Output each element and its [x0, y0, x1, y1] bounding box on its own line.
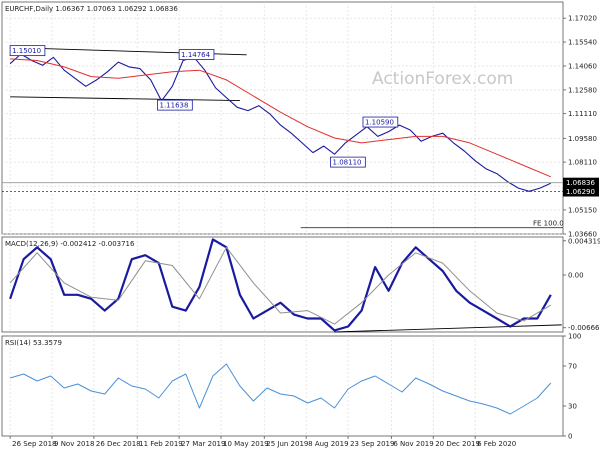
- macd-ytick-label: 0.00: [568, 272, 584, 280]
- annotation-box: [362, 116, 399, 128]
- macd-ytick-label: 0.004319: [568, 237, 600, 245]
- x-tick-label: 6 Feb 2020: [477, 440, 516, 448]
- price-ytick-label: 1.03660: [568, 231, 597, 239]
- price-ytick-label: 1.09580: [568, 135, 597, 143]
- annotation-label: 1.14764: [181, 51, 210, 59]
- fe-label: FE 100.0: [533, 220, 564, 228]
- x-tick-label: 23 Sep 2019: [350, 440, 394, 448]
- price-ytick-label: 1.15540: [568, 39, 597, 47]
- rsi-ytick-label: 30: [568, 403, 577, 411]
- rsi-ytick-label: 70: [568, 363, 577, 371]
- rsi-header: RSI(14) 53.3579: [5, 339, 62, 347]
- price-ytick-label: 1.11110: [568, 110, 597, 118]
- macd-series-signal: [9, 246, 552, 325]
- annotation-box: [9, 45, 46, 57]
- price-ytick-label: 1.05150: [568, 206, 597, 214]
- annotation-label: 1.15010: [12, 47, 41, 55]
- macd-series-macd: [9, 238, 552, 332]
- x-tick-label: 11 Feb 2019: [139, 440, 183, 448]
- price-ytick-label: 1.17020: [568, 15, 597, 23]
- x-tick-label: 6 Nov 2019: [393, 440, 433, 448]
- macd-trendline: [334, 324, 562, 333]
- price-ytick-label: 1.14060: [568, 62, 597, 70]
- low-price-label: 1.06290: [566, 188, 595, 196]
- price-ytick-label: 1.08110: [568, 159, 597, 167]
- low-price-tag: [563, 186, 599, 197]
- price-ytick-label: 1.12580: [568, 86, 597, 94]
- price-header: EURCHF,Daily 1.06367 1.07063 1.06292 1.0…: [5, 5, 178, 13]
- price-frame: [1, 1, 564, 235]
- current-price-tag: [563, 177, 599, 188]
- annotation-box: [330, 156, 366, 168]
- annotation-label: 1.08110: [333, 159, 362, 167]
- rsi-ytick-label: 100: [568, 333, 581, 341]
- rsi-ytick-label: 0: [568, 433, 572, 441]
- rsi-frame: [1, 335, 564, 437]
- rsi-panel: 100 70 30 0 RSI(14) 53.3579: [1, 333, 581, 441]
- macd-frame: [1, 236, 564, 333]
- watermark: ActionForex.com: [372, 69, 513, 89]
- price-trendline: [10, 96, 240, 102]
- x-tick-label: 8 Aug 2019: [308, 440, 348, 448]
- annotation-label: 1.11638: [160, 102, 189, 110]
- macd-header: MACD(12,26,9) -0.002412 -0.003716: [5, 240, 135, 248]
- rsi-series-rsi: [9, 363, 552, 415]
- x-tick-label: 25 Jun 2019: [266, 440, 308, 448]
- macd-ytick-label: -0.006663: [568, 324, 600, 332]
- annotation-box: [157, 99, 193, 111]
- x-tick-label: 10 May 2019: [223, 440, 269, 448]
- x-tick-label: 26 Dec 2018: [96, 440, 141, 448]
- price-series-moving-average: [10, 58, 551, 178]
- price-panel: 1.17020 1.15540 1.14060 1.12580 1.11110 1.095…: [1, 1, 599, 239]
- x-tick-label: 9 Nov 2018: [54, 440, 94, 448]
- macd-panel: 0.004319 0.00 -0.006663 MACD(12,26,9) -0.00…: [1, 236, 600, 333]
- x-tick-label: 26 Sep 2018: [12, 440, 56, 448]
- annotation-label: 1.10590: [365, 119, 394, 127]
- x-tick-label: 20 Dec 2019: [435, 440, 480, 448]
- current-price-label: 1.06836: [566, 179, 595, 187]
- annotation-box: [178, 49, 215, 61]
- x-tick-label: 27 Mar 2019: [181, 440, 225, 448]
